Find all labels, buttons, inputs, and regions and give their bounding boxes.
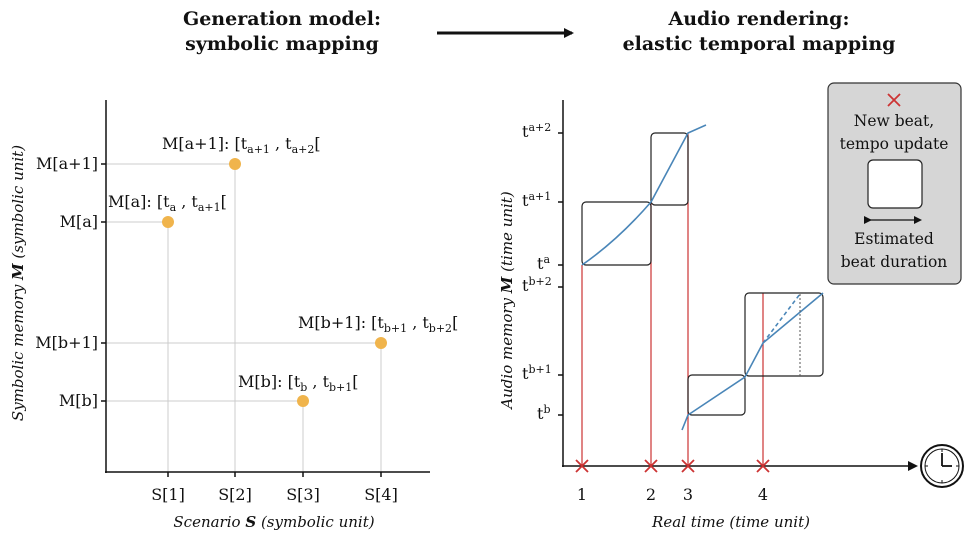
data-point bbox=[229, 158, 241, 170]
x-tick-label: 1 bbox=[577, 485, 587, 504]
y-tick-label: tb bbox=[537, 403, 550, 423]
y-tick-label: tb+2 bbox=[522, 275, 552, 295]
y-tick-label: ta+1 bbox=[522, 190, 551, 210]
legend-duration-line2: beat duration bbox=[841, 253, 948, 271]
data-point bbox=[162, 216, 174, 228]
beat-x-icon bbox=[644, 459, 658, 473]
point-annotation: M[a+1]: [ta+1 , ta+2[ bbox=[162, 134, 321, 156]
x-tick-label: S[4] bbox=[364, 485, 398, 504]
y-tick-label: tb+1 bbox=[522, 363, 552, 383]
left-title-line1: Generation model: bbox=[183, 8, 381, 30]
data-point bbox=[375, 337, 387, 349]
legend: New beat, tempo update Estimated beat du… bbox=[827, 82, 962, 285]
y-tick-label: ta+2 bbox=[522, 121, 551, 141]
left-x-axis-label: Scenario S (symbolic unit) bbox=[173, 513, 374, 531]
right-x-axis-label: Real time (time unit) bbox=[651, 513, 810, 531]
right-title-line2: elastic temporal mapping bbox=[623, 33, 896, 55]
right-title-line1: Audio rendering: bbox=[668, 8, 850, 30]
point-annotation: M[b+1]: [tb+1 , tb+2[ bbox=[298, 313, 458, 335]
right-diagram: ta+2 ta+1 ta tb+2 tb+1 tb 1 2 3 4 Real t… bbox=[498, 100, 964, 531]
beat-x-icon bbox=[575, 459, 589, 473]
beat-lines bbox=[581, 133, 764, 466]
x-tick-label: 4 bbox=[758, 485, 768, 504]
left-title-line2: symbolic mapping bbox=[185, 33, 379, 55]
clock-icon bbox=[920, 444, 964, 488]
y-tick-label: ta bbox=[537, 253, 550, 273]
right-y-axis-label: Audio memory M (time unit) bbox=[498, 191, 516, 411]
beat-x-icon bbox=[681, 459, 695, 473]
y-tick-label: M[b] bbox=[59, 391, 98, 410]
mapping-curve-dashed bbox=[762, 293, 801, 344]
x-tick-label: 2 bbox=[646, 485, 656, 504]
beat-box bbox=[581, 201, 652, 266]
legend-new-beat-line1: New beat, bbox=[854, 112, 934, 130]
y-tick-label: M[b+1] bbox=[35, 333, 98, 352]
left-y-axis-label: Symbolic memory M (symbolic unit) bbox=[9, 145, 27, 421]
point-annotation: M[b]: [tb , tb+1[ bbox=[238, 372, 359, 394]
left-diagram: M[a+1] M[a] M[b+1] M[b] S[1] S[2] S[3] S… bbox=[9, 100, 458, 531]
beat-x-icon bbox=[756, 459, 770, 473]
data-point bbox=[297, 395, 309, 407]
left-gridlines bbox=[106, 163, 382, 472]
beat-box bbox=[650, 132, 689, 206]
beat-box bbox=[744, 292, 824, 377]
x-tick-label: S[2] bbox=[218, 485, 252, 504]
x-tick-label: S[3] bbox=[286, 485, 320, 504]
beat-markers bbox=[575, 459, 770, 473]
new-beat-x-icon bbox=[887, 93, 901, 107]
y-tick-label: M[a] bbox=[60, 212, 98, 231]
legend-duration-line1: Estimated bbox=[854, 230, 934, 248]
x-tick-label: S[1] bbox=[151, 485, 185, 504]
point-annotation: M[a]: [ta , ta+1[ bbox=[108, 192, 227, 214]
y-tick-label: M[a+1] bbox=[36, 154, 98, 173]
legend-beat-box bbox=[867, 159, 923, 209]
beat-box bbox=[687, 374, 746, 416]
x-tick-label: 3 bbox=[683, 485, 693, 504]
mapping-curve-b bbox=[681, 292, 824, 431]
legend-new-beat-line2: tempo update bbox=[840, 135, 949, 153]
mapping-curve-a bbox=[581, 124, 707, 266]
